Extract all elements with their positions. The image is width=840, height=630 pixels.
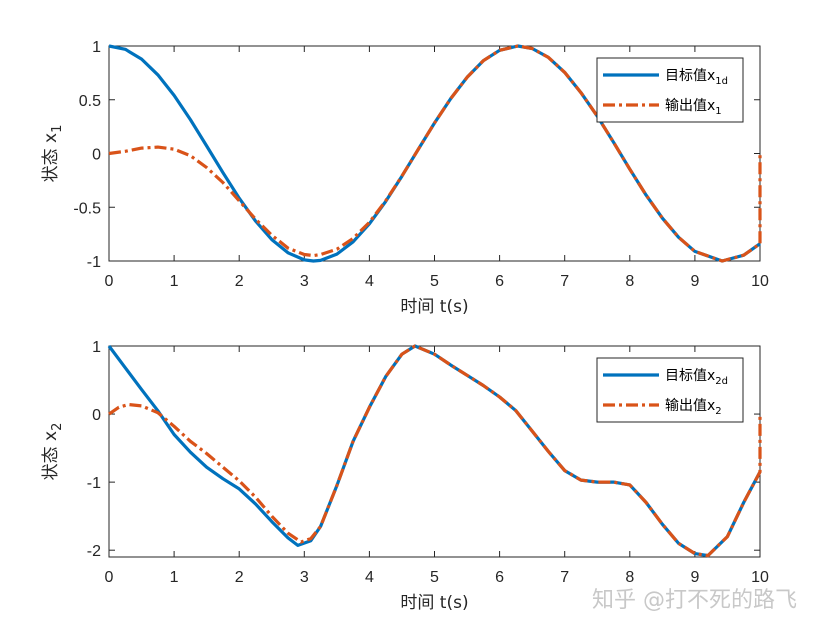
legend-entry-sub: 2 [715,406,721,417]
y-axis-label: 状态 x1 [41,125,65,183]
y-tick-label: 0 [92,407,101,424]
x-tick-label: 0 [105,569,114,586]
legend-entry-main: 目标值x [665,368,715,384]
legend-entry-main: 输出值x [665,98,715,114]
legend-entry-1: 输出值x2 [665,398,722,417]
x-tick-label: 10 [751,569,769,586]
y-tick-label: -0.5 [73,200,101,217]
y-tick-label: 0 [92,147,101,164]
x-tick-label: 6 [495,569,504,586]
legend-box [596,357,744,423]
legend-box [596,57,744,123]
x-tick-label: 2 [235,569,244,586]
x-tick-label: 9 [690,273,699,290]
x-tick-label: 8 [625,273,634,290]
x-tick-label: 8 [625,569,634,586]
x-tick-label: 7 [560,273,569,290]
y-tick-label: -1 [87,475,101,492]
x-axis-label: 时间 t(s) [400,297,468,317]
y-tick-label: -2 [87,543,101,560]
y-axis-label-sub: 2 [50,423,65,431]
x-tick-label: 6 [495,273,504,290]
legend-entry-sub: 1d [715,76,728,87]
x-tick-label: 3 [300,273,309,290]
x-tick-label: 4 [365,569,374,586]
legend-entry-main: 输出值x [665,398,715,414]
legend-entry-1: 输出值x1 [665,98,722,117]
y-tick-label: 1 [92,39,101,56]
legend-entry-sub: 2d [715,376,728,387]
y-axis-label: 状态 x2 [41,423,65,481]
y-tick-label: -1 [87,254,101,271]
x-tick-label: 5 [430,569,439,586]
y-axis-label-sub: 1 [50,125,65,133]
x-tick-label: 9 [690,569,699,586]
x-tick-label: 4 [365,273,374,290]
y-tick-label: 0.5 [79,93,101,110]
legend-entry-0: 目标值x2d [665,368,728,387]
watermark: 知乎 @打不死的路飞 [592,588,797,613]
legend-entry-sub: 1 [715,106,721,117]
legend-entry-0: 目标值x1d [665,68,728,87]
x-tick-label: 3 [300,569,309,586]
series-line-1 [108,344,762,558]
y-tick-label: 1 [92,339,101,356]
x-axis-label: 时间 t(s) [400,593,468,613]
x-tick-label: 1 [170,569,179,586]
x-tick-label: 10 [751,273,769,290]
series-line-1 [108,44,762,263]
y-axis-label-main: 状态 x [41,133,61,182]
x-tick-label: 0 [105,273,114,290]
y-axis-label-main: 状态 x [41,431,61,480]
x-tick-label: 7 [560,569,569,586]
x-tick-label: 5 [430,273,439,290]
x-tick-label: 1 [170,273,179,290]
x-tick-label: 2 [235,273,244,290]
legend-entry-main: 目标值x [665,68,715,84]
